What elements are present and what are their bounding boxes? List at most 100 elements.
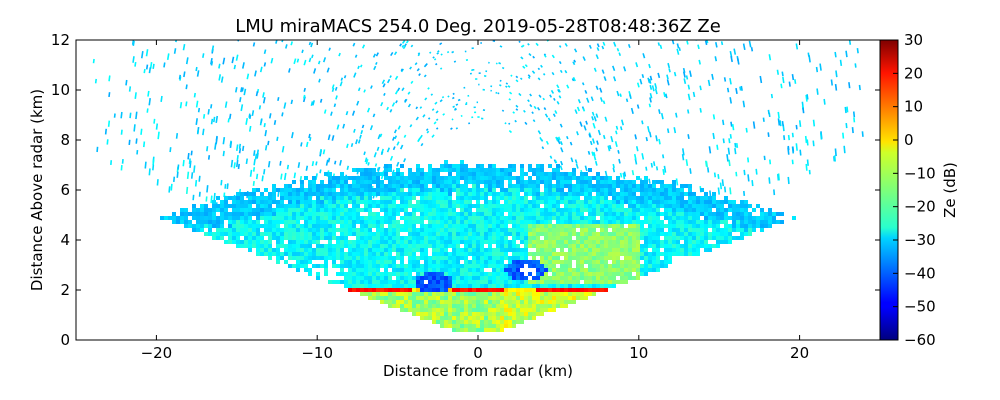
- reflectivity-cell: [420, 236, 424, 240]
- reflectivity-cell: [684, 248, 688, 252]
- reflectivity-cell: [512, 196, 516, 200]
- reflectivity-cell: [504, 316, 508, 320]
- speckle-mark: [423, 64, 428, 68]
- reflectivity-cell: [452, 284, 456, 288]
- reflectivity-cell: [456, 316, 460, 320]
- reflectivity-cell: [544, 280, 548, 284]
- speckle-mark: [723, 186, 727, 193]
- reflectivity-cell: [612, 232, 616, 236]
- speckle-mark: [393, 129, 397, 134]
- speckle-mark: [647, 77, 651, 84]
- reflectivity-cell: [548, 188, 552, 192]
- speckle-mark: [422, 114, 426, 118]
- speckle-mark: [510, 74, 513, 77]
- reflectivity-cell: [532, 252, 536, 256]
- speckle-mark: [717, 187, 720, 195]
- reflectivity-cell: [424, 288, 428, 292]
- reflectivity-cell: [180, 220, 184, 224]
- reflectivity-cell: [500, 328, 504, 332]
- reflectivity-cell: [364, 280, 368, 284]
- reflectivity-cell: [272, 212, 276, 216]
- reflectivity-cell: [716, 208, 720, 212]
- speckle-mark: [768, 177, 771, 184]
- speckle-mark: [246, 73, 250, 80]
- reflectivity-cell: [396, 232, 400, 236]
- reflectivity-cell: [340, 172, 344, 176]
- reflectivity-cell: [496, 324, 500, 328]
- speckle-mark: [186, 171, 190, 179]
- reflectivity-cell: [428, 228, 432, 232]
- reflectivity-cell: [484, 168, 488, 172]
- reflectivity-cell: [712, 204, 716, 208]
- reflectivity-cell: [588, 236, 592, 240]
- reflectivity-cell: [708, 220, 712, 224]
- reflectivity-cell: [416, 228, 420, 232]
- reflectivity-cell: [616, 272, 620, 276]
- reflectivity-cell: [636, 208, 640, 212]
- reflectivity-cell: [388, 188, 392, 192]
- speckle-mark: [522, 65, 526, 69]
- reflectivity-cell: [652, 232, 656, 236]
- speckle-mark: [379, 133, 383, 138]
- reflectivity-cell: [372, 220, 376, 224]
- reflectivity-cell: [560, 280, 564, 284]
- reflectivity-cell: [512, 204, 516, 208]
- reflectivity-cell: [596, 180, 600, 184]
- reflectivity-cell: [252, 188, 256, 192]
- speckle-mark: [783, 135, 786, 141]
- reflectivity-cell: [644, 236, 648, 240]
- reflectivity-cell: [464, 280, 468, 284]
- reflectivity-cell: [504, 208, 508, 212]
- reflectivity-cell: [372, 240, 376, 244]
- speckle-mark: [206, 146, 209, 152]
- reflectivity-cell: [708, 208, 712, 212]
- reflectivity-cell: [420, 308, 424, 312]
- reflectivity-cell: [696, 208, 700, 212]
- reflectivity-cell: [456, 304, 460, 308]
- speckle-mark: [845, 122, 848, 129]
- reflectivity-cell: [328, 232, 332, 236]
- reflectivity-cell: [452, 312, 456, 316]
- speckle-mark: [574, 109, 578, 115]
- speckle-mark: [132, 40, 135, 47]
- speckle-mark: [729, 187, 732, 195]
- reflectivity-cell: [352, 216, 356, 220]
- reflectivity-cell: [444, 252, 448, 256]
- reflectivity-cell: [476, 216, 480, 220]
- reflectivity-cell: [388, 288, 392, 292]
- reflectivity-cell: [600, 280, 604, 284]
- reflectivity-cell: [388, 296, 392, 300]
- speckle-mark: [268, 113, 272, 119]
- reflectivity-cell: [328, 172, 332, 176]
- reflectivity-cell: [712, 236, 716, 240]
- reflectivity-cell: [696, 232, 700, 236]
- reflectivity-cell: [708, 244, 712, 248]
- speckle-mark: [286, 164, 290, 170]
- speckle-mark: [550, 89, 555, 94]
- reflectivity-cell: [520, 248, 524, 252]
- reflectivity-cell: [496, 304, 500, 308]
- reflectivity-cell: [696, 244, 700, 248]
- reflectivity-cell: [444, 248, 448, 252]
- reflectivity-cell: [300, 236, 304, 240]
- reflectivity-cell: [656, 228, 660, 232]
- reflectivity-cell: [352, 184, 356, 188]
- reflectivity-cell: [448, 252, 452, 256]
- speckle-mark: [777, 118, 781, 126]
- reflectivity-cell: [384, 220, 388, 224]
- reflectivity-cell: [480, 224, 484, 228]
- reflectivity-cell: [448, 228, 452, 232]
- reflectivity-cell: [648, 256, 652, 260]
- reflectivity-cell: [276, 208, 280, 212]
- reflectivity-cell: [244, 232, 248, 236]
- reflectivity-cell: [352, 196, 356, 200]
- speckle-mark: [419, 134, 423, 139]
- reflectivity-cell: [580, 184, 584, 188]
- reflectivity-cell: [252, 244, 256, 248]
- reflectivity-cell: [552, 188, 556, 192]
- reflectivity-cell: [644, 244, 648, 248]
- reflectivity-cell: [564, 272, 568, 276]
- reflectivity-cell: [216, 228, 220, 232]
- reflectivity-cell: [484, 292, 488, 296]
- reflectivity-cell: [604, 232, 608, 236]
